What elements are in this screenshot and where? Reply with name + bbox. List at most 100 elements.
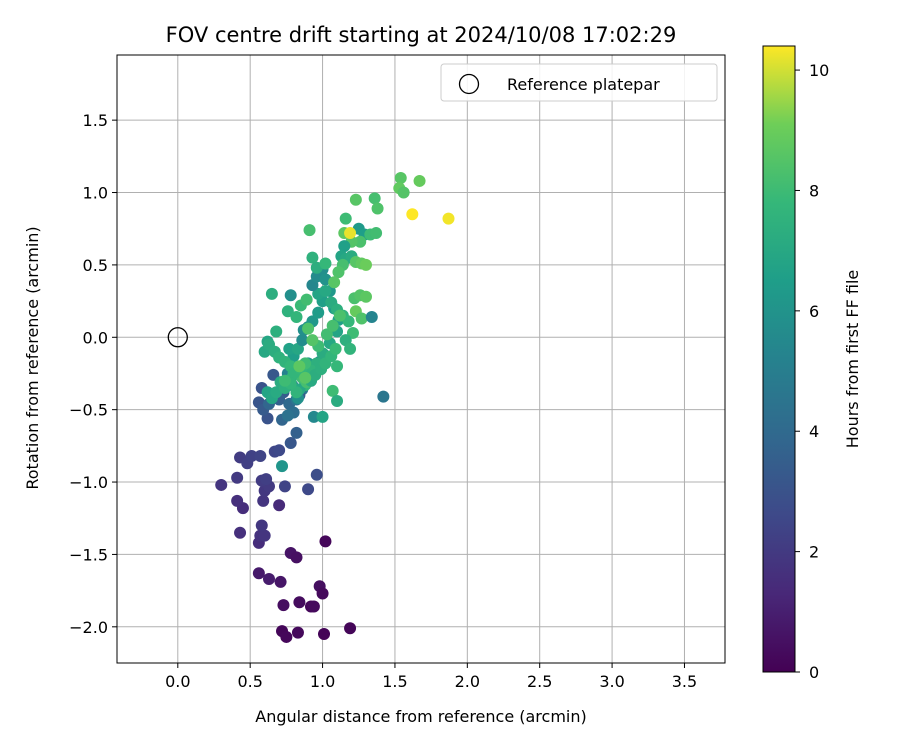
x-tick-label: 1.0 <box>310 672 335 691</box>
data-point <box>365 311 378 324</box>
data-point <box>319 535 332 548</box>
colorbar: 0 2 4 6 8 10 Hours from first FF file <box>762 45 862 682</box>
y-tick-label: 0.0 <box>83 328 108 347</box>
data-point <box>302 322 315 335</box>
data-point <box>331 360 344 373</box>
data-point <box>333 309 346 322</box>
colorbar-tick-label: 10 <box>809 61 829 80</box>
legend-label-reference: Reference platepar <box>507 75 660 94</box>
data-point <box>326 384 339 397</box>
data-point <box>342 315 355 328</box>
data-point <box>231 471 244 484</box>
data-point <box>300 293 313 306</box>
colorbar-tick-label: 6 <box>809 302 819 321</box>
data-point <box>215 478 228 491</box>
x-tick-label: 3.5 <box>672 672 697 691</box>
data-point <box>349 193 362 206</box>
data-point <box>281 305 294 318</box>
data-point <box>331 394 344 407</box>
data-point <box>307 410 320 423</box>
data-point <box>328 276 341 289</box>
y-tick-label: −0.5 <box>69 401 108 420</box>
x-tick-label: 1.5 <box>382 672 407 691</box>
data-point <box>255 519 268 532</box>
colorbar-gradient <box>762 45 796 673</box>
data-point <box>306 334 319 347</box>
data-point <box>263 573 275 586</box>
data-point <box>319 284 332 297</box>
data-point <box>354 235 367 248</box>
data-point <box>368 192 381 205</box>
x-tick-label: 3.0 <box>599 672 624 691</box>
data-point <box>252 567 265 580</box>
data-point <box>273 499 286 512</box>
data-point <box>280 630 293 643</box>
plot-frame <box>116 54 726 664</box>
chart-title: FOV centre drift starting at 2024/10/08 … <box>166 23 677 47</box>
data-point <box>359 258 372 271</box>
data-point <box>296 334 309 347</box>
y-tick-label: −1.5 <box>69 545 108 564</box>
data-point <box>359 290 372 303</box>
colorbar-label: Hours from first FF file <box>843 270 862 449</box>
data-point <box>370 227 383 240</box>
data-point <box>344 227 357 240</box>
data-point <box>406 208 419 221</box>
data-point <box>283 342 296 355</box>
data-point <box>260 473 273 486</box>
data-point <box>319 257 332 270</box>
scatter-points <box>167 172 455 643</box>
data-point <box>332 266 345 279</box>
data-point <box>293 596 306 609</box>
data-point <box>276 460 289 473</box>
data-point <box>258 529 271 542</box>
data-point <box>290 551 303 564</box>
colorbar-tick-label: 8 <box>809 181 819 200</box>
data-point <box>257 494 270 507</box>
x-tick-label: 0.0 <box>165 672 190 691</box>
data-point <box>316 587 329 600</box>
data-point <box>413 174 426 187</box>
data-point <box>310 468 323 481</box>
data-point <box>303 224 316 237</box>
data-point <box>302 483 315 496</box>
y-axis-label: Rotation from reference (arcmin) <box>23 226 42 489</box>
x-axis-label: Angular distance from reference (arcmin) <box>255 707 586 726</box>
data-point <box>338 240 351 253</box>
data-point <box>299 371 312 384</box>
data-point <box>394 172 407 185</box>
colorbar-ticks: 0 2 4 6 8 10 <box>795 61 829 682</box>
data-point <box>278 374 291 387</box>
data-point <box>290 311 303 324</box>
data-point <box>397 186 410 199</box>
y-tick-label: −2.0 <box>69 618 108 637</box>
data-point <box>339 212 352 225</box>
y-tick-label: −1.0 <box>69 473 108 492</box>
data-point <box>234 526 247 539</box>
y-tick-label: 1.5 <box>83 111 108 130</box>
data-point <box>329 342 342 355</box>
data-point <box>293 360 306 373</box>
data-point <box>320 328 333 341</box>
x-tick-label: 0.5 <box>237 672 262 691</box>
data-point <box>312 306 325 319</box>
data-point <box>291 626 304 639</box>
data-point <box>274 575 287 588</box>
data-point <box>355 312 368 325</box>
colorbar-tick-label: 0 <box>809 663 819 682</box>
data-point <box>254 449 267 462</box>
y-axis-ticks: −2.0 −1.5 −1.0 −0.5 0.0 0.5 1.0 1.5 <box>69 111 117 637</box>
legend-marker-reference <box>458 73 480 95</box>
data-point <box>231 494 244 507</box>
colorbar-tick-label: 4 <box>809 422 819 441</box>
x-tick-label: 2.5 <box>527 672 552 691</box>
data-point <box>377 390 390 403</box>
y-tick-label: 0.5 <box>83 256 108 275</box>
colorbar-tick-label: 2 <box>809 543 819 562</box>
data-point <box>307 600 320 613</box>
x-axis-ticks: 0.0 0.5 1.0 1.5 2.0 2.5 3.0 3.5 <box>165 663 697 691</box>
reference-platepar-marker <box>167 327 188 348</box>
y-tick-label: 1.0 <box>83 184 108 203</box>
data-point <box>326 319 339 332</box>
